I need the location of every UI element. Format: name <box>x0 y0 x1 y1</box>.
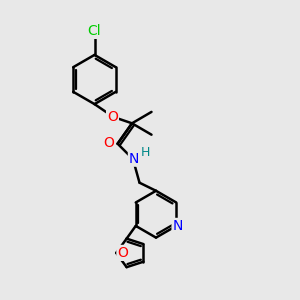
Text: N: N <box>129 152 139 166</box>
Text: O: O <box>103 136 114 150</box>
Text: Cl: Cl <box>88 24 101 38</box>
Text: O: O <box>117 246 128 260</box>
Text: H: H <box>141 146 150 159</box>
Text: O: O <box>107 110 118 124</box>
Text: N: N <box>172 219 183 233</box>
